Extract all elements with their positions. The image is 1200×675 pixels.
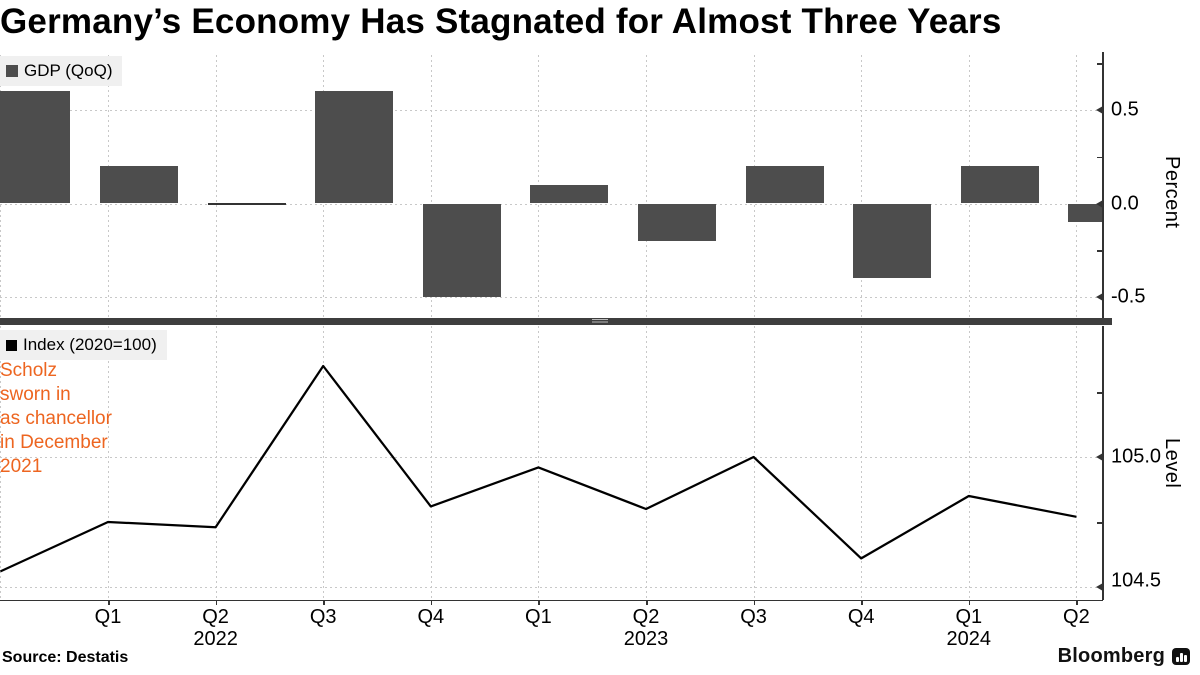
x-tick-label: Q2 [632, 606, 660, 628]
x-tick-label: Q2 [202, 606, 229, 628]
y-tick-label: 105.0 [1111, 445, 1162, 468]
gridline-vertical [108, 326, 109, 600]
legend-swatch-index [6, 339, 17, 351]
gdp-bar [853, 203, 932, 279]
gridline-vertical [430, 326, 432, 600]
y-tick-arrow [1096, 583, 1103, 591]
gridline-vertical [861, 55, 863, 318]
divider-drag-handle[interactable] [592, 319, 608, 324]
legend-gdp: GDP (QoQ) [0, 56, 123, 86]
gridline-vertical [1076, 55, 1078, 318]
gridline-vertical [1076, 326, 1078, 600]
x-tick-mark [323, 600, 325, 605]
gdp-bar [315, 91, 394, 204]
source-note: Source: Destatis [2, 649, 129, 666]
y-minor-tick [1097, 392, 1103, 394]
y-tick-label: -0.5 [1111, 285, 1146, 308]
bloomberg-logo: Bloomberg [1058, 645, 1190, 668]
annotation-line: in December [0, 432, 108, 453]
x-year-label: 2024 [946, 628, 992, 650]
gridline-vertical [0, 326, 2, 600]
y-tick-label: 0.0 [1111, 191, 1139, 214]
x-tick-mark [861, 600, 863, 605]
y-minor-tick [1097, 63, 1103, 65]
y-tick-arrow [1096, 293, 1103, 301]
x-tick-label: Q2 [1063, 606, 1090, 628]
x-tick-mark [753, 600, 756, 605]
x-tick-mark [968, 600, 971, 605]
y-tick-arrow [1096, 199, 1103, 208]
axis-title-level: Level [1161, 437, 1183, 489]
y-tick-label: 104.5 [1111, 569, 1162, 592]
annotation-line: Scholz [0, 360, 58, 381]
gridline-vertical [215, 326, 217, 600]
x-tick-label: Q3 [309, 606, 337, 628]
y-tick-label: 0.5 [1111, 98, 1139, 121]
annotation-line: sworn in [0, 384, 71, 405]
index-line-series [0, 364, 1077, 573]
bloomberg-chart-icon [1172, 648, 1190, 665]
index-line-panel [0, 326, 1103, 600]
x-tick-label: Q4 [847, 606, 875, 628]
y-minor-tick [1097, 522, 1103, 524]
x-tick-label: Q1 [955, 606, 983, 628]
gdp-bar [638, 203, 716, 241]
x-tick-mark [108, 600, 110, 605]
x-tick-mark [430, 600, 433, 605]
x-year-label: 2022 [193, 628, 238, 650]
gridline-vertical [323, 326, 325, 600]
legend-label-gdp: GDP (QoQ) [24, 61, 113, 80]
gridline-vertical [538, 326, 540, 600]
gdp-bar [207, 202, 286, 205]
gridline-horizontal [0, 297, 1103, 298]
axis-title-percent: Percent [1161, 155, 1183, 229]
gridline-horizontal [0, 587, 1103, 588]
gridline-vertical [861, 326, 863, 600]
x-tick-mark [646, 600, 648, 605]
x-tick-label: Q1 [525, 606, 552, 628]
gdp-bar [100, 166, 178, 204]
gridline-vertical [430, 55, 432, 318]
x-tick-mark [538, 600, 540, 605]
gridline-horizontal [0, 203, 1103, 205]
gridline-vertical [646, 326, 647, 600]
gdp-bar [745, 166, 824, 204]
legend-index: Index (2020=100) [0, 330, 167, 360]
gdp-bar [960, 166, 1039, 204]
legend-swatch-gdp [6, 65, 18, 77]
bloomberg-wordmark: Bloomberg [1057, 645, 1165, 667]
gridline-vertical [646, 55, 647, 318]
index-line-chart [0, 364, 1077, 573]
gdp-bar [1068, 203, 1103, 223]
x-tick-label: Q4 [417, 606, 445, 628]
gdp-bar [0, 91, 71, 204]
y-tick-arrow [1096, 453, 1103, 461]
y-tick-arrow [1096, 106, 1103, 114]
gridline-vertical [215, 55, 217, 318]
x-axis [0, 599, 1103, 601]
gridline-vertical [753, 326, 755, 600]
x-tick-label: Q1 [94, 606, 122, 628]
y-axis-top [1102, 52, 1104, 318]
y-axis-bottom [1102, 326, 1104, 600]
y-minor-tick [1097, 250, 1103, 252]
gridline-horizontal [0, 110, 1103, 111]
panel-divider [0, 318, 1112, 325]
x-year-label: 2023 [623, 628, 669, 650]
legend-label-index: Index (2020=100) [23, 335, 157, 354]
y-minor-tick [1097, 156, 1103, 159]
gdp-bar [422, 203, 501, 297]
gdp-bar [530, 184, 609, 204]
gridline-horizontal [0, 457, 1103, 458]
annotation-line: as chancellor [0, 408, 112, 429]
annotation-line: 2021 [0, 456, 43, 477]
x-tick-mark [215, 600, 218, 605]
gridline-vertical [968, 326, 970, 600]
gdp-bar-panel [0, 55, 1103, 318]
x-tick-mark [1076, 600, 1078, 605]
scholz-annotation: Scholz sworn in as chancellor in December 20… [0, 359, 112, 479]
x-tick-label: Q3 [740, 606, 767, 628]
chart-title: Germany’s Economy Has Stagnated for Almo… [0, 2, 1002, 41]
